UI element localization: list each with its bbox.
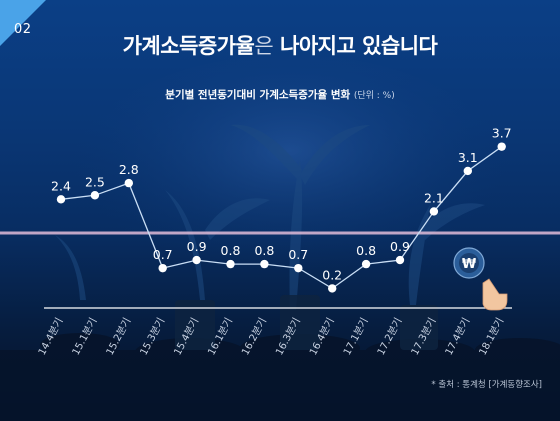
data-label: 2.4 [51, 178, 71, 193]
data-label: 0.8 [254, 243, 274, 258]
data-point [56, 195, 66, 204]
x-tick-label: 16.4분기 [307, 316, 337, 358]
data-label: 3.1 [458, 150, 478, 165]
x-tick-label: 15.2분기 [104, 316, 134, 358]
data-point [226, 259, 235, 269]
x-tick-label: 15.1분기 [70, 316, 100, 358]
x-tick-label: 15.3분기 [138, 316, 168, 358]
x-tick-label: 15.4분기 [172, 316, 202, 358]
x-tick-label: 16.3분기 [273, 316, 303, 358]
x-tick-label: 14.4분기 [36, 316, 66, 358]
x-tick-label: 16.2분기 [239, 316, 269, 358]
data-point [497, 142, 506, 151]
data-label: 0.8 [221, 243, 241, 258]
data-label: 2.5 [85, 174, 105, 189]
x-tick-label: 17.1분기 [341, 316, 371, 358]
data-label: 3.7 [492, 126, 512, 141]
title-rest: 나아지고 있습니다 [273, 34, 438, 58]
data-point [260, 259, 269, 269]
data-point [158, 263, 167, 273]
chart-title-text: 분기별 전년동기대비 가계소득증가율 변화 [165, 89, 351, 101]
chart-title: 분기별 전년동기대비 가계소득증가율 변화 (단위 : %) [0, 87, 560, 102]
data-label: 2.8 [119, 162, 139, 177]
x-tick-label: 17.4분기 [443, 316, 473, 358]
corner-accent [0, 0, 46, 46]
data-point [395, 255, 405, 265]
chart-unit: (단위 : %) [353, 91, 395, 101]
x-tick-label: 16.1분기 [205, 316, 235, 358]
data-label: 0.7 [153, 247, 173, 262]
won-symbol: ₩ [462, 257, 477, 272]
slide-number: 02 [14, 22, 32, 37]
series-line [60, 146, 503, 290]
data-label: 0.7 [288, 247, 308, 262]
x-tick-label: 17.2분기 [375, 316, 405, 358]
data-label: 0.9 [390, 239, 410, 254]
data-point [294, 263, 303, 273]
x-tick-label: 17.3분기 [409, 316, 439, 358]
pointing-hand-icon [482, 278, 508, 311]
data-point [429, 207, 439, 216]
data-point [124, 178, 133, 188]
data-point [463, 166, 472, 176]
data-label: 0.8 [356, 243, 376, 258]
data-point [328, 284, 337, 293]
data-label: 0.9 [187, 239, 207, 254]
data-point [361, 259, 371, 269]
data-label: 2.1 [424, 190, 444, 205]
data-point [192, 255, 201, 265]
title-particle: 은 [254, 34, 274, 58]
title-main: 가계소득증가율 [122, 34, 255, 58]
x-tick-label: 18.1분기 [477, 316, 507, 358]
data-label: 0.2 [322, 267, 342, 282]
data-point [90, 191, 100, 200]
source-note: * 출처 : 통계청 [가계동향조사] [431, 380, 542, 390]
page-title: 가계소득증가율은 나아지고 있습니다 [0, 30, 560, 60]
reference-line [0, 231, 560, 235]
won-coin-inner [459, 253, 479, 273]
